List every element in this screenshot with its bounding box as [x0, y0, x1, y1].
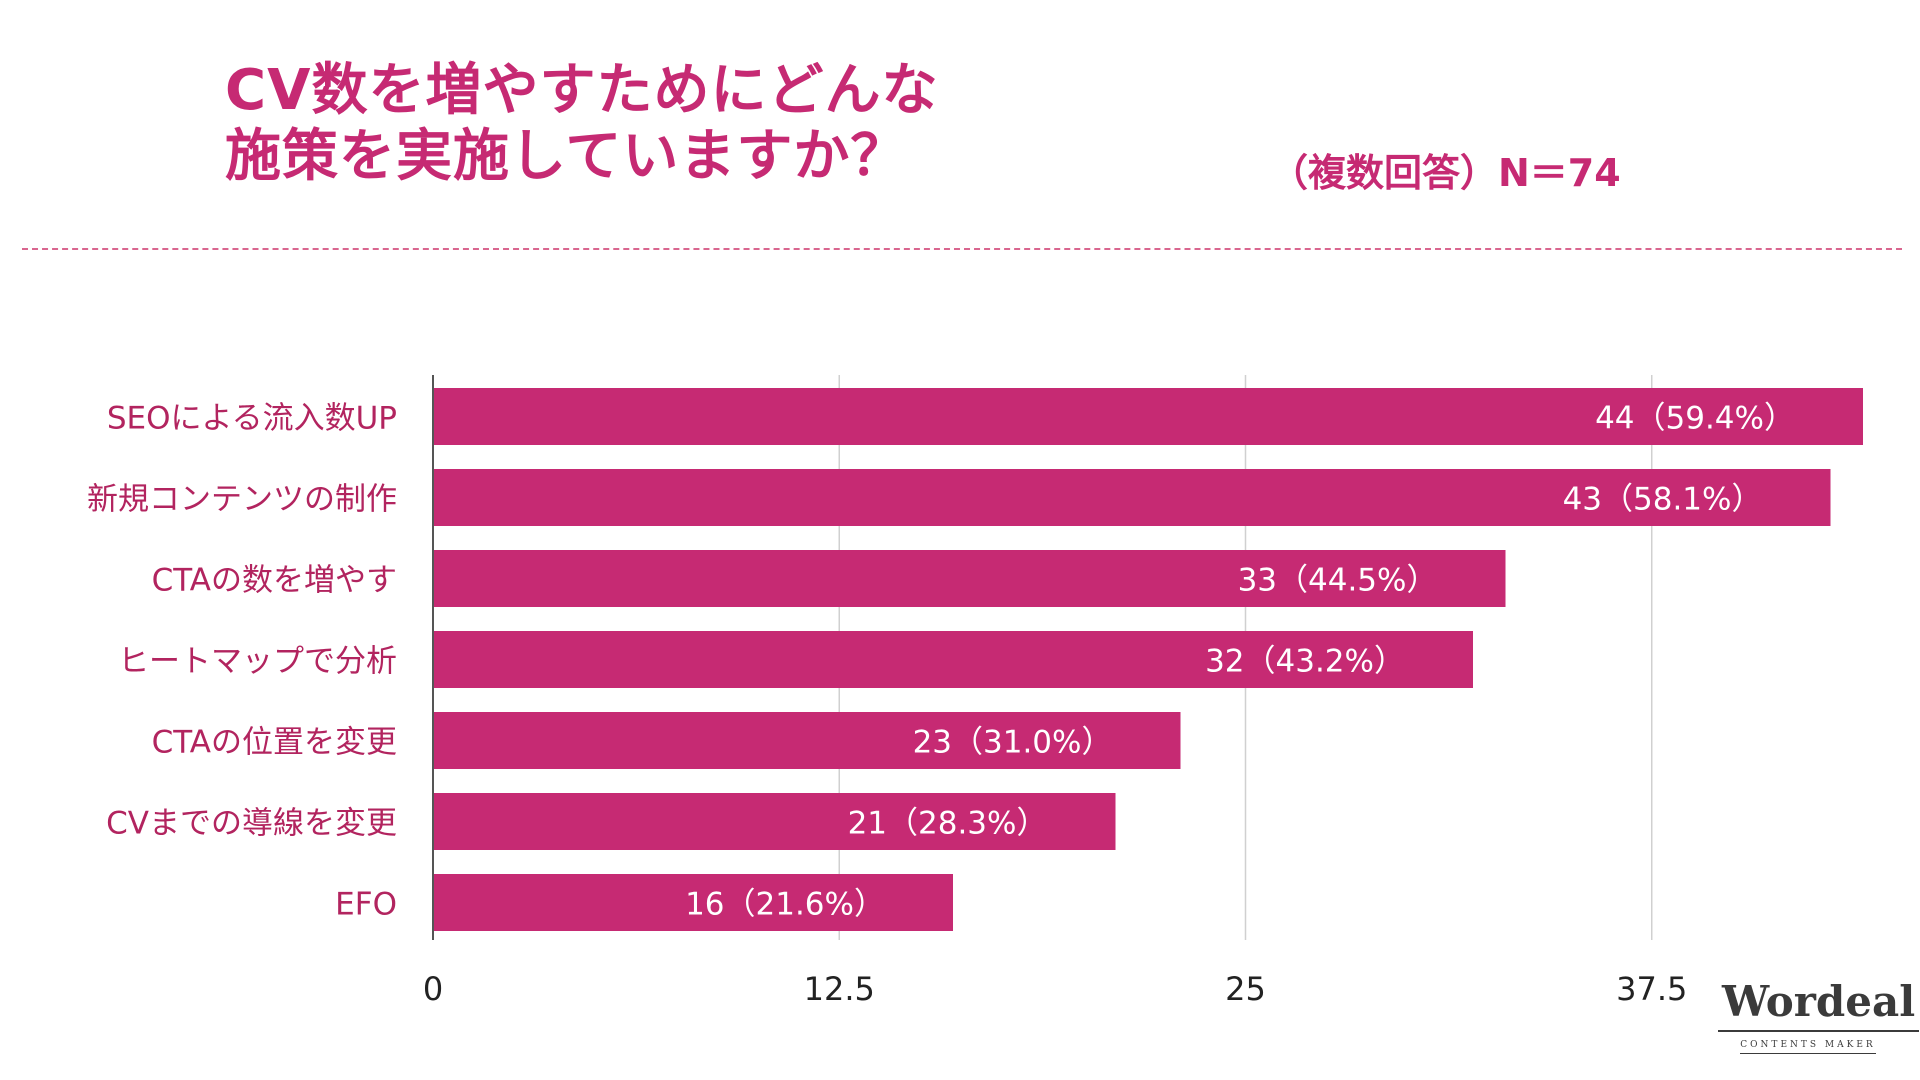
category-label: EFO — [335, 887, 397, 923]
data-label: 32（43.2%） — [1205, 644, 1405, 680]
x-tick-label: 12.5 — [804, 970, 875, 1008]
bar — [433, 550, 1506, 607]
category-label: SEOによる流入数UP — [107, 401, 397, 437]
title-line-2: 施策を実施していますか？ — [225, 124, 908, 189]
logo-tagline: CONTENTS MAKER — [1740, 1040, 1876, 1054]
wordeal-logo: Wordeal CONTENTS MAKER — [1718, 978, 1920, 1054]
bar — [433, 631, 1473, 688]
dashed-divider — [22, 248, 1902, 250]
bar — [433, 712, 1181, 769]
x-tick-label: 37.5 — [1616, 970, 1687, 1008]
data-label: 23（31.0%） — [913, 725, 1113, 761]
bar — [433, 874, 953, 931]
data-label: 33（44.5%） — [1238, 563, 1438, 599]
page-title: CV数を増やすためにどんな 施策を実施していますか？ — [225, 58, 938, 190]
title-line-1: CV数を増やすためにどんな — [225, 58, 939, 123]
sample-note: （複数回答）N＝74 — [1270, 151, 1621, 195]
category-label: 新規コンテンツの制作 — [87, 482, 397, 518]
category-label: ヒートマップで分析 — [118, 644, 397, 680]
data-label: 43（58.1%） — [1563, 482, 1763, 518]
x-tick-label: 0 — [423, 970, 443, 1008]
bar — [433, 793, 1116, 850]
bar — [433, 469, 1831, 526]
category-label: CVまでの導線を変更 — [106, 806, 397, 842]
logo-wordmark: Wordeal — [1718, 978, 1920, 1032]
data-label: 21（28.3%） — [848, 806, 1048, 842]
category-label: CTAの位置を変更 — [152, 725, 397, 761]
bar — [433, 388, 1863, 445]
data-label: 44（59.4%） — [1595, 401, 1795, 437]
x-tick-label: 25 — [1225, 970, 1266, 1008]
data-label: 16（21.6%） — [685, 887, 885, 923]
category-label: CTAの数を増やす — [152, 563, 397, 599]
